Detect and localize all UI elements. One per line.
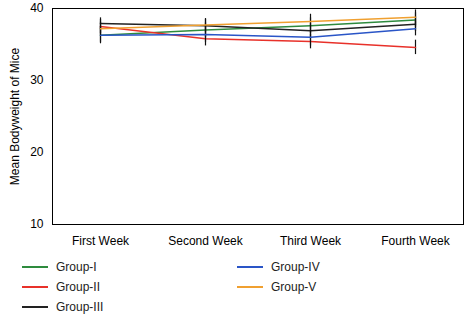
svg-text:Third Week: Third Week xyxy=(280,234,342,248)
svg-text:First Week: First Week xyxy=(72,234,130,248)
svg-text:40: 40 xyxy=(30,1,44,15)
svg-text:Second Week: Second Week xyxy=(168,234,243,248)
svg-text:20: 20 xyxy=(30,145,44,159)
html-text:Group-II: Group-II xyxy=(56,280,100,294)
html-text:Group-V: Group-V xyxy=(271,280,317,294)
svg-text:30: 30 xyxy=(30,73,44,87)
svg-text:10: 10 xyxy=(30,217,44,231)
html-text:Group-I: Group-I xyxy=(56,260,97,274)
svg-text:Fourth Week: Fourth Week xyxy=(381,234,450,248)
html-text:Group-III: Group-III xyxy=(56,300,104,314)
html-text:Group-IV: Group-IV xyxy=(271,260,320,274)
svg-text:Mean Bodyweight of Mice: Mean Bodyweight of Mice xyxy=(8,47,22,185)
